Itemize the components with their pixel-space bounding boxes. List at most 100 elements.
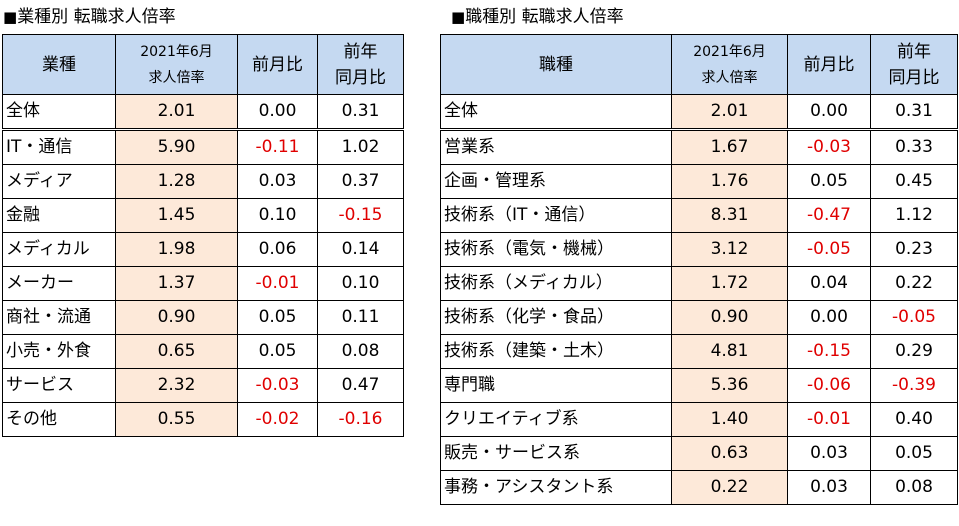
ratio-value: 0.55: [115, 402, 238, 437]
table-row: 技術系（IT・通信） 8.31 -0.47 1.12: [440, 198, 958, 233]
yoy-value: 0.14: [317, 232, 404, 267]
ratio-value: 2.01: [671, 94, 788, 131]
mom-value: 0.04: [787, 266, 871, 301]
yoy-value: 0.31: [870, 94, 958, 131]
row-name: メディア: [2, 164, 116, 199]
table-row: 技術系（電気・機械） 3.12 -0.05 0.23: [440, 232, 958, 267]
table-row: 専門職 5.36 -0.06 -0.39: [440, 368, 958, 403]
yoy-value: 0.23: [870, 232, 958, 267]
mom-value: -0.03: [237, 368, 318, 403]
row-name: サービス: [2, 368, 116, 403]
row-name: 全体: [2, 94, 116, 131]
row-name: 技術系（IT・通信）: [440, 198, 672, 233]
yoy-value: 0.40: [870, 402, 958, 437]
mom-value: 0.06: [237, 232, 318, 267]
header-ratio-line1: 2021年6月: [140, 43, 213, 60]
table-row: メーカー 1.37 -0.01 0.10: [2, 266, 404, 301]
table-row: 小売・外食 0.65 0.05 0.08: [2, 334, 404, 369]
table-row: その他 0.55 -0.02 -0.16: [2, 402, 404, 437]
header-occupation: 職種: [440, 34, 672, 95]
mom-value: 0.03: [237, 164, 318, 199]
yoy-value: 1.02: [317, 129, 404, 165]
row-name: 技術系（電気・機械）: [440, 232, 672, 267]
row-name: 商社・流通: [2, 300, 116, 335]
occupation-table: 職種 2021年6月 求人倍率 前月比 前年 同月比 全体 2.01 0.00 0.31 営…: [440, 34, 958, 505]
ratio-value: 1.67: [671, 129, 788, 165]
ratio-value: 4.81: [671, 334, 788, 369]
header-ratio: 2021年6月 求人倍率: [671, 34, 788, 95]
header-yoy: 前年 同月比: [870, 34, 958, 95]
mom-value: -0.15: [787, 334, 871, 369]
table-row: 商社・流通 0.90 0.05 0.11: [2, 300, 404, 335]
ratio-value: 5.90: [115, 129, 238, 165]
mom-value: -0.03: [787, 129, 871, 165]
yoy-value: 0.05: [870, 436, 958, 471]
yoy-value: 0.29: [870, 334, 958, 369]
row-name: 事務・アシスタント系: [440, 470, 672, 505]
yoy-value: 0.11: [317, 300, 404, 335]
table-row: 技術系（建築・土木） 4.81 -0.15 0.29: [440, 334, 958, 369]
header-yoy-line2: 同月比: [335, 67, 386, 88]
table-row: 金融 1.45 0.10 -0.15: [2, 198, 404, 233]
table-row: IT・通信 5.90 -0.11 1.02: [2, 129, 404, 165]
row-name: 販売・サービス系: [440, 436, 672, 471]
ratio-value: 0.22: [671, 470, 788, 505]
header-ratio: 2021年6月 求人倍率: [115, 34, 238, 95]
table-row: 販売・サービス系 0.63 0.03 0.05: [440, 436, 958, 471]
table-row: サービス 2.32 -0.03 0.47: [2, 368, 404, 403]
occupation-caption-text: 職種別 転職求人倍率: [465, 7, 624, 27]
mom-value: 0.00: [787, 94, 871, 131]
header-industry: 業種: [2, 34, 116, 95]
occupation-table-caption: ■職種別 転職求人倍率: [451, 6, 624, 28]
header-mom: 前月比: [787, 34, 871, 95]
row-name: クリエイティブ系: [440, 402, 672, 437]
header-yoy: 前年 同月比: [317, 34, 404, 95]
yoy-value: 0.22: [870, 266, 958, 301]
table-row: 全体 2.01 0.00 0.31: [440, 94, 958, 131]
yoy-value: 0.10: [317, 266, 404, 301]
row-name: IT・通信: [2, 129, 116, 165]
table-row: メディア 1.28 0.03 0.37: [2, 164, 404, 199]
mom-value: -0.01: [237, 266, 318, 301]
yoy-value: 0.45: [870, 164, 958, 199]
yoy-value: 0.33: [870, 129, 958, 165]
header-ratio-line2: 求人倍率: [701, 69, 758, 86]
table-row: 全体 2.01 0.00 0.31: [2, 94, 404, 131]
ratio-value: 0.63: [671, 436, 788, 471]
header-mom: 前月比: [237, 34, 318, 95]
yoy-value: -0.39: [870, 368, 958, 403]
yoy-value: -0.05: [870, 300, 958, 335]
row-name: 専門職: [440, 368, 672, 403]
row-name: 営業系: [440, 129, 672, 165]
ratio-value: 8.31: [671, 198, 788, 233]
header-yoy-line1: 前年: [897, 41, 931, 62]
header-ratio-line1: 2021年6月: [693, 43, 766, 60]
mom-value: 0.00: [787, 300, 871, 335]
ratio-value: 2.32: [115, 368, 238, 403]
ratio-value: 1.28: [115, 164, 238, 199]
mom-value: 0.10: [237, 198, 318, 233]
yoy-value: 0.08: [870, 470, 958, 505]
row-name: メディカル: [2, 232, 116, 267]
row-name: 技術系（化学・食品）: [440, 300, 672, 335]
square-bullet-icon: ■: [3, 8, 18, 26]
row-name: 全体: [440, 94, 672, 131]
header-yoy-line1: 前年: [343, 41, 378, 62]
ratio-value: 5.36: [671, 368, 788, 403]
ratio-value: 2.01: [115, 94, 238, 131]
row-name: メーカー: [2, 266, 116, 301]
header-yoy-line2: 同月比: [888, 67, 940, 88]
mom-value: 0.03: [787, 436, 871, 471]
ratio-value: 3.12: [671, 232, 788, 267]
ratio-value: 1.40: [671, 402, 788, 437]
mom-value: -0.02: [237, 402, 318, 437]
row-name: 企画・管理系: [440, 164, 672, 199]
table-row: 技術系（メディカル） 1.72 0.04 0.22: [440, 266, 958, 301]
mom-value: -0.01: [787, 402, 871, 437]
mom-value: 0.03: [787, 470, 871, 505]
mom-value: -0.11: [237, 129, 318, 165]
table-row: 技術系（化学・食品） 0.90 0.00 -0.05: [440, 300, 958, 335]
yoy-value: -0.16: [317, 402, 404, 437]
table-row: 営業系 1.67 -0.03 0.33: [440, 129, 958, 165]
table-row: クリエイティブ系 1.40 -0.01 0.40: [440, 402, 958, 437]
